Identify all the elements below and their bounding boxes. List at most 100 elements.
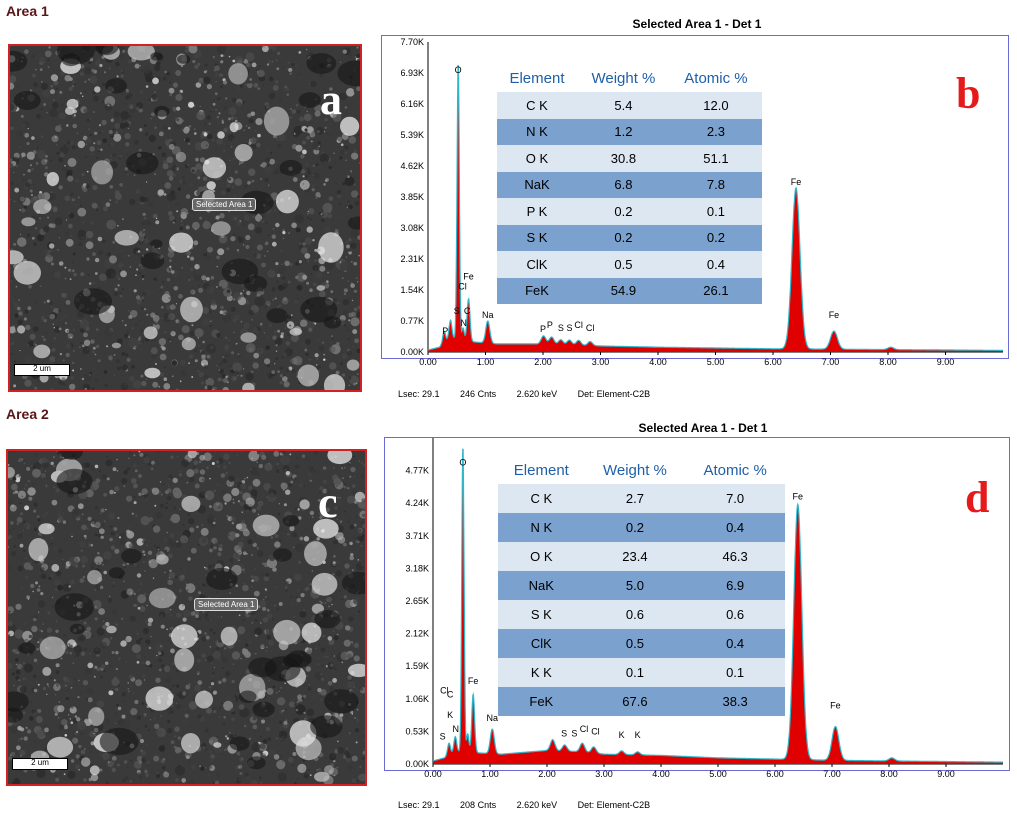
sem-particle [35, 344, 37, 346]
sem-particle [79, 204, 82, 207]
sem-particle [106, 325, 108, 328]
sem-particle [362, 534, 365, 538]
sem-particle [332, 112, 342, 122]
sem-particle [32, 184, 35, 186]
sem-particle [135, 274, 137, 276]
sem-particle [227, 177, 232, 181]
sem-particle [333, 467, 335, 469]
sem-particle [265, 726, 270, 731]
sem-particle [245, 528, 248, 532]
sem-particle [143, 227, 145, 230]
sem-particle [237, 375, 239, 377]
x-tick-label: 2.00 [534, 357, 552, 367]
sem-particle [211, 675, 213, 677]
sem-particle [304, 128, 308, 132]
sem-particle [242, 582, 246, 586]
sem-particle [67, 157, 77, 167]
sem-particle [203, 364, 208, 369]
sem-particle [83, 778, 87, 782]
sem-particle [51, 102, 53, 104]
sem-particle [130, 458, 140, 467]
sem-particle [72, 252, 76, 256]
sem-particle [63, 224, 66, 227]
sem-particle [55, 777, 60, 782]
sem-particle [119, 154, 123, 158]
sem-particle [289, 601, 294, 606]
sem-particle [110, 161, 118, 169]
sem-particle [220, 647, 223, 650]
sem-particle [298, 560, 302, 564]
sem-particle [135, 514, 138, 518]
sem-particle [62, 583, 72, 593]
sem-particle [174, 490, 177, 493]
sem-particle [358, 610, 361, 613]
sem-particle [19, 543, 24, 548]
sem-particle [127, 119, 129, 122]
sem-particle [343, 288, 348, 293]
sem-particle [236, 523, 242, 530]
sem-particle [122, 699, 127, 703]
sem-particle [248, 118, 254, 124]
sem-particle [86, 170, 89, 173]
sem-particle [209, 514, 211, 516]
footer-det: Det: Element-C2B [577, 800, 651, 810]
sem-particle [245, 343, 256, 353]
sem-particle [156, 655, 158, 657]
sem-particle [356, 86, 360, 92]
sem-particle [117, 706, 122, 711]
sem-particle [189, 75, 192, 77]
sem-particle [351, 769, 354, 771]
sem-particle [171, 705, 174, 707]
sem-particle [175, 164, 179, 167]
sem-particle [133, 345, 137, 349]
sem-particle [97, 147, 100, 151]
sem-particle [267, 250, 269, 252]
sem-particle [137, 622, 139, 624]
sem-image-area-1: Selected Area 1 2 um a [8, 44, 362, 392]
sem-particle [305, 528, 308, 531]
sem-particle [174, 474, 178, 478]
sem-agglomerate [39, 636, 66, 660]
sem-particle [134, 469, 138, 473]
sem-particle [55, 542, 59, 545]
sem-particle [77, 196, 80, 199]
sem-particle [351, 299, 354, 302]
sem-particle [214, 63, 218, 66]
sem-particle [37, 709, 42, 713]
sem-particle [65, 343, 72, 349]
sem-particle [268, 463, 270, 465]
sem-particle [158, 385, 161, 388]
sem-particle [74, 715, 78, 718]
sem-particle [266, 557, 278, 569]
sem-particle [48, 108, 58, 118]
sem-particle [222, 678, 227, 683]
sem-particle [76, 146, 78, 148]
sem-particle [195, 157, 199, 162]
sem-particle [64, 664, 67, 666]
sem-particle [300, 347, 305, 352]
sem-particle [350, 553, 354, 557]
sem-particle [148, 134, 156, 143]
sem-particle [26, 233, 31, 237]
sem-particle [10, 126, 14, 130]
sem-particle [242, 244, 245, 246]
sem-particle [120, 270, 127, 278]
sem-particle [262, 617, 269, 623]
sem-particle [326, 133, 329, 135]
sem-particle [333, 555, 336, 558]
sem-particle [13, 200, 16, 203]
sem-particle [18, 311, 23, 316]
sem-particle [230, 306, 236, 312]
sem-particle [134, 140, 139, 145]
sem-particle [135, 604, 138, 607]
sem-particle [144, 656, 146, 658]
sem-particle [204, 616, 208, 619]
sem-agglomerate [275, 189, 299, 214]
sem-particle [277, 284, 284, 291]
sem-particle [271, 287, 276, 292]
sem-particle [73, 75, 76, 78]
sem-particle [68, 81, 71, 84]
sem-particle [80, 72, 84, 76]
sem-particle [259, 776, 262, 779]
sem-particle [280, 687, 282, 689]
